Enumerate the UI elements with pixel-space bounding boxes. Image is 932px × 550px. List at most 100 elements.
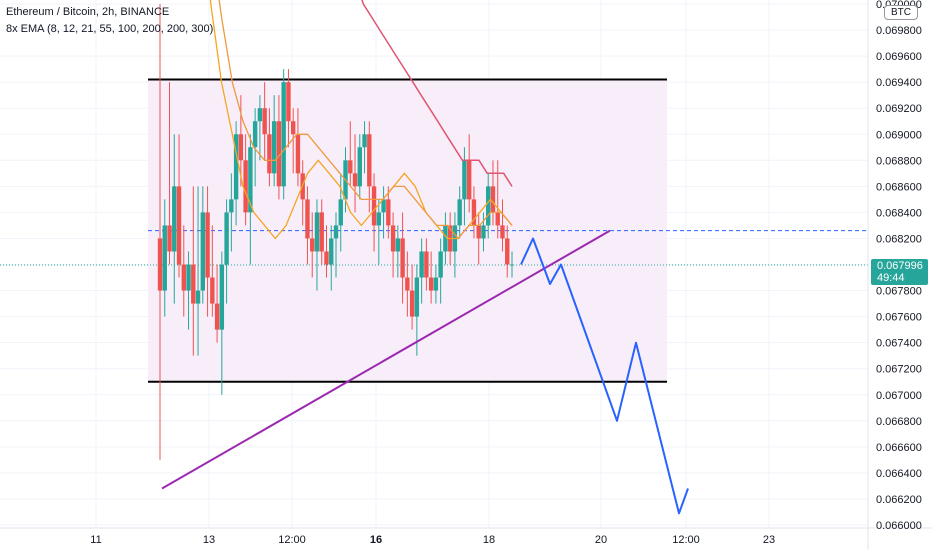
candle-body — [462, 160, 467, 200]
last-price-value: 0.067996 — [877, 260, 923, 273]
candle-body — [409, 290, 415, 317]
candle-body — [466, 160, 472, 200]
candle-body — [367, 134, 372, 187]
time-tick-label: 11 — [90, 534, 101, 546]
candle-body — [390, 225, 396, 252]
ema-lines — [209, 0, 513, 240]
candle-body — [271, 121, 277, 174]
candle-body — [457, 199, 462, 226]
price-tick-label: 0.066400 — [876, 468, 922, 480]
candle-body — [157, 238, 163, 291]
bar-countdown: 49:44 — [877, 272, 905, 285]
candle-body — [172, 186, 177, 252]
candle-body — [352, 173, 358, 187]
candle-body — [290, 121, 296, 135]
candle-body — [191, 264, 196, 304]
price-tick-label: 0.066000 — [876, 520, 922, 532]
candle-body — [405, 277, 410, 291]
price-tick-label: 0.067400 — [876, 338, 922, 350]
time-tick-label: 16 — [370, 534, 382, 546]
candle-body — [238, 134, 244, 161]
price-tick-label: 0.067000 — [876, 390, 922, 402]
candle-body — [443, 225, 448, 252]
price-tick-label: 0.067600 — [876, 312, 922, 324]
time-tick-label: 20 — [595, 534, 607, 546]
candle-body — [486, 186, 491, 226]
candle-body — [419, 251, 424, 278]
candle-body — [295, 134, 301, 174]
candle-body — [314, 212, 320, 252]
price-tick-label: 0.066800 — [876, 416, 922, 428]
candle-body — [205, 212, 210, 278]
candle-body — [505, 238, 510, 265]
candle-body — [438, 251, 443, 278]
candle-body — [257, 108, 263, 122]
candle-body — [495, 212, 500, 226]
candle-body — [176, 186, 182, 265]
candle-body — [281, 82, 286, 187]
candle-body — [376, 212, 382, 226]
indicator-label[interactable]: 8x EMA (8, 12, 21, 55, 100, 200, 200, 30… — [6, 23, 214, 35]
ema-line — [218, 0, 513, 240]
price-tick-label: 0.068800 — [876, 155, 922, 167]
candle-body — [219, 264, 225, 330]
candle-body — [357, 147, 362, 187]
last-price-tag: 0.067996 49:44 — [871, 259, 928, 286]
candle-body — [395, 238, 401, 252]
time-tick-label: 18 — [483, 534, 495, 546]
candle-body — [381, 199, 386, 213]
ema-line — [361, 0, 513, 187]
candle-body — [243, 160, 248, 213]
candle-body — [276, 121, 282, 187]
time-tick-label: 23 — [763, 534, 775, 546]
price-tick-label: 0.066600 — [876, 442, 922, 454]
time-tick-label: 12:00 — [672, 534, 700, 546]
candle-body — [371, 186, 377, 226]
candle-body — [319, 212, 324, 252]
candle-body — [286, 82, 291, 122]
candle-body — [481, 225, 486, 239]
candle-body — [167, 225, 172, 252]
candle-body — [476, 225, 481, 239]
candle-body — [333, 225, 339, 239]
candle-body — [414, 277, 420, 317]
trendline[interactable] — [161, 229, 611, 490]
candle-body — [348, 160, 353, 174]
candle-body — [186, 264, 191, 291]
candle-body — [329, 238, 334, 265]
candle-body — [310, 238, 315, 252]
price-tick-label: 0.069600 — [876, 51, 922, 63]
price-tick-label: 0.066200 — [876, 494, 922, 506]
price-tick-label: 0.067800 — [876, 286, 922, 298]
symbol-title[interactable]: Ethereum / Bitcoin, 2h, BINANCE — [6, 6, 170, 18]
candle-body — [252, 121, 258, 148]
candle-body — [181, 264, 186, 291]
candle-body — [214, 303, 220, 330]
price-tick-label: 0.069800 — [876, 25, 922, 37]
price-tick-label: 0.067200 — [876, 364, 922, 376]
chart-legend: Ethereum / Bitcoin, 2h, BINANCE 8x EMA (… — [6, 4, 213, 38]
candle-body — [428, 277, 434, 291]
candle-body — [500, 225, 505, 239]
candle-body — [386, 199, 391, 226]
currency-unit-badge[interactable]: BTC — [884, 5, 918, 20]
candle-body — [233, 134, 239, 200]
candle-body — [424, 251, 429, 278]
time-axis[interactable]: 11 13 12:00 16 18 20 12:00 23 — [90, 534, 775, 546]
candle-body — [400, 238, 405, 278]
candle-body — [229, 199, 234, 213]
candle-body — [224, 212, 229, 265]
projection-path[interactable] — [520, 237, 689, 515]
candle-body — [262, 108, 267, 135]
candle-body — [324, 251, 329, 265]
candle-body — [195, 290, 201, 304]
time-tick-label: 13 — [203, 534, 215, 546]
candle-body — [210, 277, 215, 304]
candle-body — [471, 199, 477, 226]
candle-body — [362, 134, 367, 148]
candle-body — [200, 212, 206, 291]
price-tick-label: 0.069200 — [876, 103, 922, 115]
price-tick-label: 0.068400 — [876, 207, 922, 219]
candle-body — [162, 225, 167, 291]
